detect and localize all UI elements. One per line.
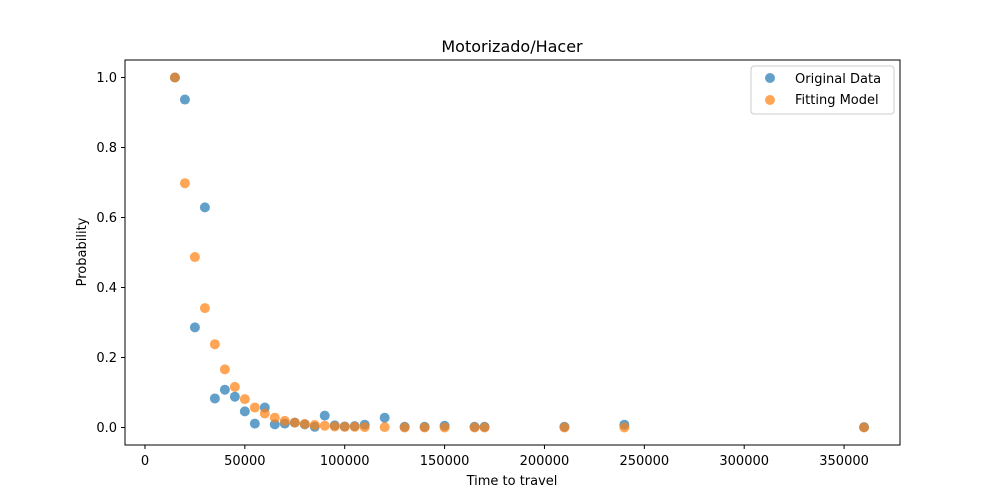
point-fitting-model xyxy=(359,422,370,433)
point-fitting-model xyxy=(329,421,340,432)
point-fitting-model xyxy=(859,422,870,433)
y-tick-label: 0.2 xyxy=(96,351,117,366)
point-original-data xyxy=(199,202,210,213)
point-fitting-model xyxy=(259,408,270,419)
point-original-data xyxy=(239,406,250,417)
x-tick-label: 100000 xyxy=(320,454,370,469)
point-original-data xyxy=(319,410,330,421)
point-original-data xyxy=(249,418,260,429)
point-fitting-model xyxy=(179,178,190,189)
point-fitting-model xyxy=(399,422,410,433)
point-fitting-model xyxy=(619,422,630,433)
point-original-data xyxy=(379,412,390,423)
point-fitting-model xyxy=(349,421,360,432)
point-fitting-model xyxy=(189,252,200,263)
x-tick-label: 150000 xyxy=(420,454,470,469)
point-original-data xyxy=(229,391,240,402)
point-fitting-model xyxy=(559,422,570,433)
point-fitting-model xyxy=(309,420,320,431)
y-tick-label: 0.4 xyxy=(96,281,117,296)
point-fitting-model xyxy=(239,394,250,405)
legend-label-fitting-model: Fitting Model xyxy=(795,93,879,108)
point-fitting-model xyxy=(219,364,230,375)
point-fitting-model xyxy=(169,72,180,83)
x-tick-label: 0 xyxy=(141,454,149,469)
y-tick-label: 0.8 xyxy=(96,141,117,156)
legend-marker-fitting-model xyxy=(765,95,775,105)
point-fitting-model xyxy=(439,422,450,433)
x-tick-label: 350000 xyxy=(819,454,869,469)
point-fitting-model xyxy=(279,415,290,426)
point-fitting-model xyxy=(249,402,260,413)
point-fitting-model xyxy=(469,422,480,433)
point-original-data xyxy=(219,384,230,395)
y-tick-label: 1.0 xyxy=(96,71,117,86)
y-axis: 0.0 0.2 0.4 0.6 0.8 1.0 xyxy=(96,71,125,436)
x-tick-label: 300000 xyxy=(719,454,769,469)
point-fitting-model xyxy=(229,381,240,392)
legend-frame xyxy=(750,65,895,115)
x-tick-label: 200000 xyxy=(520,454,570,469)
y-axis-label: Probability xyxy=(75,217,90,286)
x-axis-label: Time to travel xyxy=(466,474,558,489)
point-original-data xyxy=(209,393,220,404)
point-fitting-model xyxy=(199,303,210,314)
point-fitting-model xyxy=(209,339,220,350)
chart-title: Motorizado/Hacer xyxy=(441,37,583,56)
point-fitting-model xyxy=(289,417,300,428)
point-fitting-model xyxy=(269,412,280,423)
point-original-data xyxy=(179,94,190,105)
legend: Original Data Fitting Model xyxy=(750,65,895,115)
point-fitting-model xyxy=(419,422,430,433)
point-original-data xyxy=(189,322,200,333)
points-layer xyxy=(169,72,870,433)
plot-area-frame xyxy=(124,59,901,446)
point-fitting-model xyxy=(339,421,350,432)
point-fitting-model xyxy=(479,422,490,433)
point-fitting-model xyxy=(319,420,330,431)
legend-label-original-data: Original Data xyxy=(795,72,881,87)
legend-marker-original-data xyxy=(765,73,775,83)
x-axis: 0 50000 100000 150000 200000 250000 300000 3500… xyxy=(141,445,869,469)
point-fitting-model xyxy=(299,419,310,429)
x-tick-label: 250000 xyxy=(620,454,670,469)
y-tick-label: 0.6 xyxy=(96,211,117,226)
y-tick-label: 0.0 xyxy=(96,421,117,436)
point-fitting-model xyxy=(379,422,390,433)
x-tick-label: 50000 xyxy=(224,454,265,469)
